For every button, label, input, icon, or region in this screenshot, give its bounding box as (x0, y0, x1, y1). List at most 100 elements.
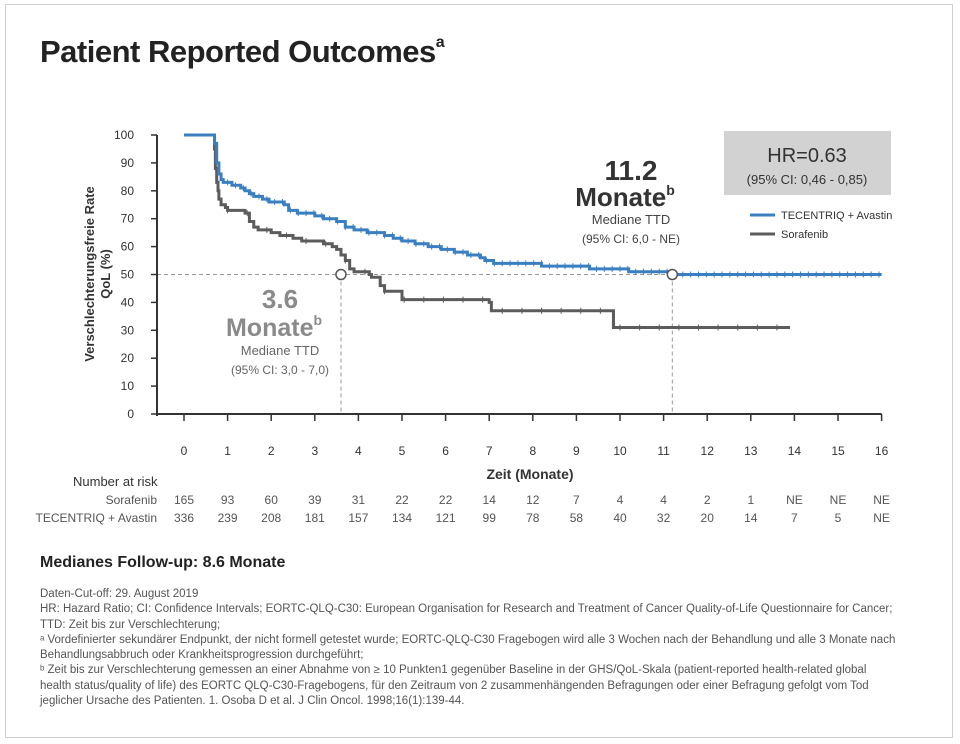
x-tick-label-12: 12 (701, 444, 715, 458)
censor-marks-sorafenib (227, 207, 778, 331)
risk-cell: 58 (570, 511, 584, 525)
page-title: Patient Reported Outcomesa (40, 33, 445, 70)
median-guides (157, 274, 673, 414)
x-axis-label: Zeit (Monate) (486, 466, 573, 482)
risk-cell: 134 (392, 511, 412, 525)
risk-table-values: 165 93 60 39 31 22 22 14 12 7 4 4 2 1 NE NE NE 336 239 208 1… (174, 493, 890, 525)
median-unit-tecentriq: Monateb (575, 182, 675, 212)
title-text: Patient Reported Outcomes (40, 34, 436, 69)
risk-cell: 22 (439, 493, 453, 507)
series-layer (184, 133, 882, 331)
median-unit-text-sorafenib: Monate (226, 314, 314, 342)
footnote-a: ᵃ Vordefinierter sekundärer Endpunkt, de… (40, 633, 896, 662)
risk-cell: 336 (174, 511, 194, 525)
x-tick-label-0: 0 (181, 444, 188, 458)
x-tick-label-1: 1 (224, 444, 231, 458)
median-ci-sorafenib: (95% CI: 3,0 - 7,0) (231, 363, 329, 377)
risk-cell: 157 (348, 511, 368, 525)
y-tick-label-100: 100 (114, 128, 134, 142)
risk-cell: 93 (221, 493, 235, 507)
median-marker-sorafenib (335, 268, 347, 281)
footnote-cutoff: Daten-Cut-off: 29. August 2019 (40, 588, 199, 600)
legend-label-tecentriq: TECENTRIQ + Avastin (781, 210, 892, 222)
hr-ci: (95% CI: 0,46 - 0,85) (747, 172, 868, 187)
x-tick-label-8: 8 (529, 444, 536, 458)
risk-cell: NE (830, 493, 847, 507)
y-tick-label-20: 20 (121, 351, 135, 365)
risk-cell: 60 (265, 493, 279, 507)
x-tick-label-5: 5 (399, 444, 406, 458)
risk-cell: 165 (174, 493, 194, 507)
risk-cell: 7 (791, 511, 798, 525)
x-tick-label-3: 3 (311, 444, 318, 458)
median-label-sorafenib: Mediane TTD (241, 343, 320, 358)
x-tick-label-10: 10 (613, 444, 627, 458)
risk-cell: 4 (617, 493, 624, 507)
y-tick-label-30: 30 (121, 323, 135, 337)
censor-marks-tecentriq (227, 179, 880, 278)
follow-up-heading: Medianes Follow-up: 8.6 Monate (40, 554, 286, 571)
y-tick-label-40: 40 (121, 295, 135, 309)
risk-table-header: Number at risk (73, 474, 158, 489)
y-tick-label-0: 0 (127, 407, 134, 421)
risk-cell: 1 (747, 493, 754, 507)
footnote-abbreviations: HR: Hazard Ratio; CI: Confidence Interva… (40, 603, 893, 631)
x-tick-label-6: 6 (442, 444, 449, 458)
risk-cell: 14 (744, 511, 758, 525)
risk-cell: 2 (704, 493, 711, 507)
y-axis-label-line2: QoL (%) (98, 249, 113, 299)
median-sup-tecentriq: b (666, 182, 675, 198)
risk-cell: 22 (395, 493, 409, 507)
risk-cell: 7 (573, 493, 580, 507)
risk-cell: 31 (352, 493, 366, 507)
y-tick-label-10: 10 (121, 379, 135, 393)
risk-cell: 40 (613, 511, 627, 525)
risk-cell: 39 (308, 493, 322, 507)
risk-row-label-sorafenib: Sorafenib (106, 493, 158, 507)
median-value-sorafenib: 3.6 (262, 284, 298, 314)
risk-row-label-tecentriq: TECENTRIQ + Avastin (36, 511, 157, 525)
series-line-sorafenib (184, 133, 791, 330)
x-tick-label-13: 13 (744, 444, 758, 458)
figure-frame (5, 4, 953, 738)
x-tick-label-2: 2 (268, 444, 275, 458)
median-marker-tecentriq (666, 268, 679, 281)
median-unit-text-tecentriq: Monate (575, 182, 666, 212)
risk-cell: 181 (305, 511, 325, 525)
risk-cell: 5 (835, 511, 842, 525)
risk-cell: 208 (261, 511, 281, 525)
median-label-tecentriq: Mediane TTD (592, 212, 671, 227)
footnotes: Daten-Cut-off: 29. August 2019 HR: Hazar… (40, 587, 900, 709)
risk-cell: 99 (483, 511, 497, 525)
hr-value: HR=0.63 (767, 145, 847, 167)
median-unit-sorafenib: Monateb (226, 312, 322, 342)
median-markers (335, 268, 679, 281)
x-tick-label-15: 15 (831, 444, 845, 458)
median-value-tecentriq: 11.2 (605, 155, 658, 186)
risk-cell: 121 (436, 511, 456, 525)
y-axis-label-line1: Verschlechterungsfreie Rate (82, 186, 97, 362)
risk-cell: 4 (660, 493, 667, 507)
y-tick-label-50: 50 (121, 268, 135, 282)
risk-cell: NE (873, 493, 890, 507)
y-tick-label-90: 90 (121, 156, 135, 170)
risk-cell: 32 (657, 511, 671, 525)
x-tick-label-9: 9 (573, 444, 580, 458)
y-tick-label-70: 70 (121, 212, 135, 226)
x-tick-label-7: 7 (486, 444, 493, 458)
footnote-b: ᵇ Zeit bis zur Verschlechterung gemessen… (40, 664, 869, 708)
title-superscript: a (435, 33, 445, 51)
risk-cell: NE (873, 511, 890, 525)
hr-box (724, 131, 891, 195)
median-ci-tecentriq: (95% CI: 6,0 - NE) (582, 232, 680, 246)
y-tick-label-60: 60 (121, 240, 135, 254)
risk-cell: 239 (218, 511, 238, 525)
risk-cell: 78 (526, 511, 540, 525)
risk-cell: 14 (483, 493, 497, 507)
x-tick-label-14: 14 (788, 444, 802, 458)
risk-cell: 20 (701, 511, 715, 525)
x-tick-label-4: 4 (355, 444, 362, 458)
risk-cell: 12 (526, 493, 540, 507)
